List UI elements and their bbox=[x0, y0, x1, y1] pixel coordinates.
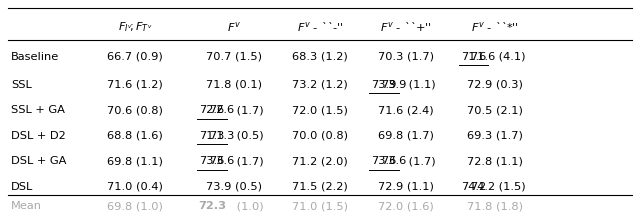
Text: 73.6: 73.6 bbox=[209, 156, 234, 166]
Text: Baseline: Baseline bbox=[11, 52, 59, 62]
Text: (1.7): (1.7) bbox=[234, 156, 264, 166]
Text: $F^v$: $F^v$ bbox=[227, 20, 241, 34]
Text: Mean: Mean bbox=[11, 201, 42, 211]
Text: 72.6: 72.6 bbox=[200, 105, 225, 115]
Text: 71.0 (1.5): 71.0 (1.5) bbox=[292, 201, 348, 211]
Text: 71.6 (2.4): 71.6 (2.4) bbox=[378, 105, 434, 115]
Text: 70.3 (1.7): 70.3 (1.7) bbox=[378, 52, 434, 62]
Text: 74.2: 74.2 bbox=[470, 182, 495, 192]
Text: 70.0 (0.8): 70.0 (0.8) bbox=[292, 131, 348, 141]
Text: 71.5 (2.2): 71.5 (2.2) bbox=[292, 182, 348, 192]
Text: 71.0 (0.4): 71.0 (0.4) bbox=[108, 182, 163, 192]
Text: 69.8 (1.7): 69.8 (1.7) bbox=[378, 131, 434, 141]
Text: 71.6 (1.2): 71.6 (1.2) bbox=[108, 79, 163, 90]
Text: 72.8 (1.1): 72.8 (1.1) bbox=[467, 156, 523, 166]
Text: 70.7 (1.5): 70.7 (1.5) bbox=[206, 52, 262, 62]
Text: 71.8 (1.8): 71.8 (1.8) bbox=[467, 201, 524, 211]
Text: 71.2 (2.0): 71.2 (2.0) bbox=[292, 156, 348, 166]
Text: 66.7 (0.9): 66.7 (0.9) bbox=[108, 52, 163, 62]
Text: $F^v$ - ``-'': $F^v$ - ``-'' bbox=[297, 20, 343, 34]
Text: 72.9 (1.1): 72.9 (1.1) bbox=[378, 182, 434, 192]
Text: 73.6: 73.6 bbox=[200, 156, 225, 166]
Text: 73.9: 73.9 bbox=[381, 79, 406, 90]
Text: 74.2: 74.2 bbox=[461, 182, 486, 192]
Text: (1.5): (1.5) bbox=[495, 182, 525, 192]
Text: (4.1): (4.1) bbox=[495, 52, 525, 62]
Text: DSL + D2: DSL + D2 bbox=[11, 131, 66, 141]
Text: (0.5): (0.5) bbox=[234, 131, 264, 141]
Text: SSL + GA: SSL + GA bbox=[11, 105, 65, 115]
Text: DSL: DSL bbox=[11, 182, 33, 192]
Text: 73.6: 73.6 bbox=[371, 156, 397, 166]
Text: 73.9: 73.9 bbox=[371, 79, 397, 90]
Text: 69.3 (1.7): 69.3 (1.7) bbox=[467, 131, 523, 141]
Text: 68.3 (1.2): 68.3 (1.2) bbox=[292, 52, 348, 62]
Text: 73.6: 73.6 bbox=[381, 156, 406, 166]
Text: SSL: SSL bbox=[11, 79, 32, 90]
Text: DSL + GA: DSL + GA bbox=[11, 156, 67, 166]
Text: (1.7): (1.7) bbox=[234, 105, 264, 115]
Text: (1.7): (1.7) bbox=[405, 156, 436, 166]
Text: 72.9 (0.3): 72.9 (0.3) bbox=[467, 79, 523, 90]
Text: 72.6: 72.6 bbox=[209, 105, 234, 115]
Text: 71.3: 71.3 bbox=[209, 131, 234, 141]
Text: $F^v$ - ``+'': $F^v$ - ``+'' bbox=[380, 20, 432, 34]
Text: (1.0): (1.0) bbox=[234, 201, 264, 211]
Text: 73.9 (0.5): 73.9 (0.5) bbox=[206, 182, 262, 192]
Text: 71.8 (0.1): 71.8 (0.1) bbox=[206, 79, 262, 90]
Text: 72.0 (1.6): 72.0 (1.6) bbox=[378, 201, 434, 211]
Text: 72.3: 72.3 bbox=[198, 201, 226, 211]
Text: 73.2 (1.2): 73.2 (1.2) bbox=[292, 79, 348, 90]
Text: 69.8 (1.0): 69.8 (1.0) bbox=[108, 201, 163, 211]
Text: 70.5 (2.1): 70.5 (2.1) bbox=[467, 105, 523, 115]
Text: 71.6: 71.6 bbox=[470, 52, 495, 62]
Text: $F_{I^v}\!;F_{T^v}$: $F_{I^v}\!;F_{T^v}$ bbox=[118, 20, 152, 34]
Text: 72.0 (1.5): 72.0 (1.5) bbox=[292, 105, 348, 115]
Text: $F^v$ - ``*'': $F^v$ - ``*'' bbox=[471, 20, 519, 34]
Text: 69.8 (1.1): 69.8 (1.1) bbox=[108, 156, 163, 166]
Text: 71.3: 71.3 bbox=[199, 131, 225, 141]
Text: (1.1): (1.1) bbox=[405, 79, 436, 90]
Text: 70.6 (0.8): 70.6 (0.8) bbox=[108, 105, 163, 115]
Text: 71.6: 71.6 bbox=[461, 52, 486, 62]
Text: 68.8 (1.6): 68.8 (1.6) bbox=[108, 131, 163, 141]
